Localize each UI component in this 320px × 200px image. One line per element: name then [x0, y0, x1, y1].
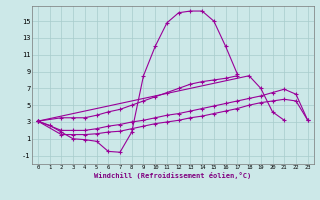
X-axis label: Windchill (Refroidissement éolien,°C): Windchill (Refroidissement éolien,°C): [94, 172, 252, 179]
